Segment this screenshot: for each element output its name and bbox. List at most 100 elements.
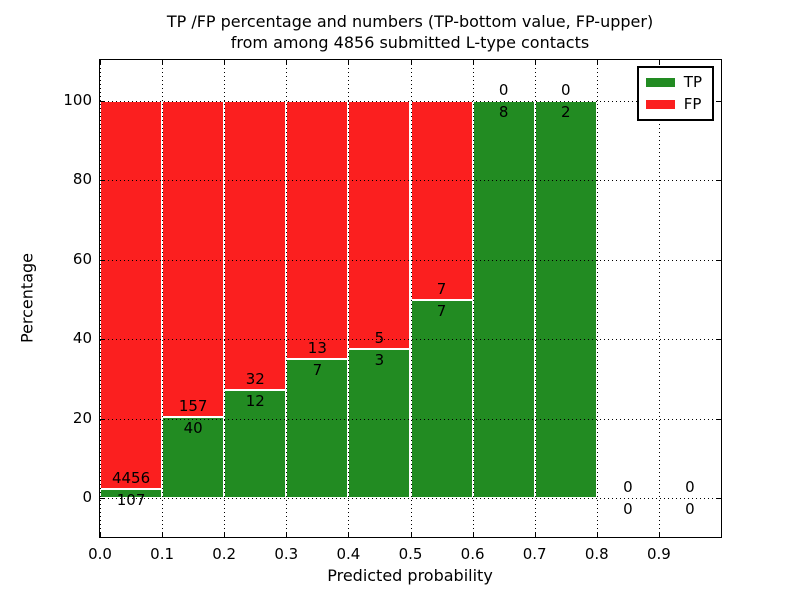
x-tick-label: 0.7: [522, 545, 547, 563]
x-tick-mark: [410, 60, 412, 64]
x-gridline: [286, 60, 288, 537]
x-tick-mark: [348, 60, 350, 64]
fp-bar: [162, 101, 225, 418]
y-axis-label: Percentage: [17, 252, 37, 344]
x-tick-mark: [286, 533, 288, 537]
chart-title-line1: TP /FP percentage and numbers (TP-bottom…: [166, 12, 654, 31]
y-tick-label: 100: [63, 91, 92, 109]
y-tick-label: 0: [82, 488, 92, 506]
x-axis-label: Predicted probability: [327, 566, 493, 585]
x-tick-mark: [348, 533, 350, 537]
y-tick-mark: [100, 180, 104, 182]
tp-color-swatch: [645, 78, 675, 87]
x-tick-mark: [162, 533, 164, 537]
fp-bar: [286, 101, 349, 360]
y-tick-label: 80: [72, 170, 92, 189]
x-tick-mark: [472, 533, 474, 537]
y-tick-label: 20: [72, 408, 92, 427]
fp-bar: [100, 101, 163, 489]
y-tick-label: 40: [72, 329, 92, 348]
legend-label-tp: TP: [683, 73, 702, 91]
x-gridline: [658, 60, 660, 537]
fp-count-label: 0: [685, 478, 695, 496]
x-tick-mark: [534, 533, 536, 537]
legend-label-fp: FP: [683, 95, 702, 113]
fp-count-label: 5: [374, 329, 385, 348]
tp-bar: [348, 349, 411, 498]
y-tick-mark: [100, 498, 104, 499]
y-tick-mark: [100, 101, 104, 102]
chart-title-line2: from among 4856 submitted L-type contact…: [230, 33, 590, 52]
plot-area: 4456 107 157 40 32 12 13 7 5 3 7 7 0 8 0 2 0 0 0 0 TP FP: [99, 59, 722, 538]
y-tick-mark: [717, 180, 721, 182]
tp-count-label: 7: [312, 361, 323, 380]
tp-count-label: 107: [116, 490, 146, 509]
fp-count-label: 4456: [111, 468, 151, 487]
chart-title: TP /FP percentage and numbers (TP-bottom…: [167, 11, 653, 53]
x-tick-label: 0.9: [646, 545, 671, 563]
tp-count-label: 0: [623, 500, 633, 518]
x-gridline: [348, 60, 350, 537]
tp-count-label: 2: [560, 103, 571, 121]
x-tick-mark: [596, 533, 598, 537]
x-tick-label: 0.4: [336, 545, 361, 563]
fp-bar: [348, 101, 411, 350]
x-tick-mark: [658, 60, 660, 64]
fp-count-label: 157: [178, 397, 208, 416]
x-gridline: [596, 60, 598, 537]
tp-count-label: 0: [685, 500, 695, 518]
x-tick-mark: [534, 60, 536, 64]
y-tick-mark: [100, 259, 104, 261]
tp-count-label: 7: [436, 301, 447, 320]
x-tick-mark: [286, 60, 288, 64]
fp-count-label: 32: [245, 369, 265, 388]
x-tick-mark: [162, 60, 164, 64]
tp-count-label: 8: [498, 103, 509, 121]
x-tick-mark: [410, 533, 412, 537]
x-gridline: [472, 60, 474, 537]
y-tick-mark: [717, 339, 721, 341]
tp-count-label: 12: [245, 391, 265, 410]
y-tick-mark: [100, 418, 104, 420]
x-tick-label: 0.1: [150, 545, 175, 563]
fp-color-swatch: [645, 100, 675, 109]
x-tick-mark: [100, 533, 101, 537]
x-tick-mark: [596, 60, 598, 64]
x-tick-label: 0.0: [88, 545, 112, 563]
fp-count-label: 0: [498, 81, 509, 99]
tp-count-label: 3: [374, 351, 385, 370]
fp-bar: [410, 101, 473, 300]
y-tick-mark: [717, 498, 721, 499]
tp-bar: [534, 101, 597, 498]
tp-bar: [472, 101, 535, 498]
x-tick-label: 0.8: [584, 545, 609, 563]
fp-count-label: 13: [307, 339, 327, 358]
tp-bar: [286, 359, 349, 498]
x-tick-label: 0.6: [460, 545, 485, 563]
x-gridline: [410, 60, 412, 537]
x-gridline: [100, 60, 101, 537]
legend-item-fp: FP: [645, 95, 702, 113]
fp-count-label: 7: [436, 279, 447, 298]
x-gridline: [534, 60, 536, 537]
x-tick-mark: [100, 60, 101, 64]
x-gridline: [162, 60, 164, 537]
fp-count-label: 0: [623, 478, 633, 496]
x-tick-label: 0.3: [274, 545, 299, 563]
fp-bar: [224, 101, 287, 390]
y-tick-mark: [717, 259, 721, 261]
legend: TP FP: [636, 66, 714, 121]
x-tick-label: 0.5: [398, 545, 423, 563]
fp-count-label: 0: [560, 81, 571, 99]
y-tick-mark: [717, 418, 721, 420]
legend-item-tp: TP: [645, 73, 702, 91]
x-tick-mark: [224, 60, 226, 64]
tp-bar: [224, 389, 287, 498]
y-tick-mark: [100, 339, 104, 341]
x-tick-mark: [224, 533, 226, 537]
y-tick-mark: [717, 101, 721, 102]
tp-count-label: 40: [183, 419, 203, 438]
x-gridline: [224, 60, 226, 537]
tp-bar: [410, 299, 473, 498]
